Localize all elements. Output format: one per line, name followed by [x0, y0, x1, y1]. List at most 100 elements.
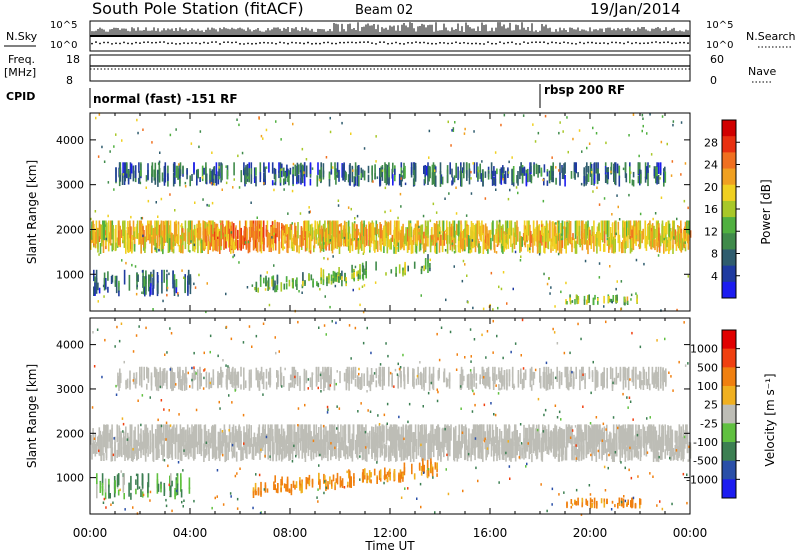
power-cell [414, 241, 417, 253]
velocity-cell [657, 434, 660, 445]
power-cell [647, 222, 650, 226]
velocity-cell [279, 366, 282, 378]
power-cell [144, 286, 146, 297]
power-cell [563, 226, 565, 229]
power-cell [318, 178, 321, 182]
velocity-cell [357, 376, 360, 390]
velocity-cell [501, 375, 504, 387]
power-cell [212, 236, 214, 249]
velocity-cell [111, 447, 114, 458]
power-cell [589, 229, 591, 246]
velocity-cell [390, 433, 393, 453]
nsearch-dot [127, 42, 129, 45]
velocity-cell [321, 439, 323, 454]
power-cell [484, 239, 487, 250]
velocity-cell [624, 447, 627, 458]
velocity-cell [538, 433, 541, 453]
power-cell [198, 145, 200, 149]
velocity-cell [182, 372, 184, 381]
velocity-cell [236, 430, 239, 443]
nsearch-dot [391, 42, 393, 45]
velocity-cell [363, 373, 365, 387]
power-cell [570, 171, 573, 179]
power-cell [657, 162, 660, 174]
power-cell [519, 238, 521, 253]
power-cell [668, 223, 671, 238]
nsearch-dot [199, 42, 201, 45]
power-cell [498, 219, 501, 223]
velocity-cell [289, 448, 291, 461]
power-cell [315, 236, 318, 244]
velocity-cell [611, 448, 614, 462]
power-cell [597, 301, 599, 305]
power-cell [644, 176, 647, 183]
velocity-cell [595, 439, 598, 452]
power-cell [374, 281, 377, 284]
power-cell [482, 233, 485, 254]
power-cell [473, 130, 475, 133]
velocity-cell [350, 367, 353, 379]
velocity-heatmap [90, 318, 692, 516]
power-cell [432, 202, 435, 206]
power-cell [451, 168, 453, 178]
velocity-cell [258, 424, 261, 446]
velocity-cell [400, 374, 402, 388]
velocity-cell [652, 424, 655, 448]
power-cell [372, 180, 374, 183]
power-cell [97, 155, 100, 158]
power-cell [565, 299, 567, 305]
power-cell [246, 163, 249, 176]
power-cell [126, 162, 128, 174]
power-cell [631, 229, 633, 238]
velocity-cell [289, 424, 291, 446]
velocity-cell [152, 446, 155, 462]
power-cell [537, 226, 539, 245]
power-cell [664, 166, 666, 174]
power-cell [349, 233, 351, 253]
power-colorbar-label: Power [dB] [759, 179, 773, 244]
velocity-cell [466, 445, 469, 462]
power-cell [357, 273, 360, 279]
velocity-cell [369, 433, 371, 449]
power-cell [108, 225, 110, 241]
velocity-cell [619, 368, 622, 382]
power-cell [593, 232, 595, 252]
velocity-cell [514, 424, 517, 441]
power-cell [375, 160, 377, 163]
power-cell [659, 162, 662, 174]
power-cell [588, 142, 591, 145]
power-cell [429, 236, 432, 253]
power-cell [614, 162, 616, 177]
velocity-cell [159, 367, 161, 379]
nsearch-dot [467, 42, 469, 45]
velocity-cell [600, 373, 603, 384]
power-cell [276, 221, 279, 238]
velocity-cell [573, 434, 575, 445]
power-cell [285, 224, 287, 237]
nsearch-dot [171, 42, 173, 44]
velocity-cell [258, 380, 261, 391]
power-cell [460, 224, 463, 240]
power-cell [379, 170, 382, 186]
power-cell [586, 162, 588, 173]
velocity-cell [594, 381, 597, 391]
power-cell [378, 228, 380, 238]
power-cell [102, 284, 105, 288]
power-cell [477, 171, 479, 180]
power-cell [628, 193, 630, 197]
velocity-cell [257, 487, 260, 494]
power-cell [500, 287, 503, 291]
power-cell [102, 233, 105, 253]
power-cell [452, 129, 455, 132]
power-cell [363, 229, 365, 244]
velocity-cell [146, 383, 148, 390]
power-cell [142, 269, 144, 282]
velocity-cell [407, 425, 409, 452]
power-cell [266, 220, 269, 237]
power-cell [424, 165, 426, 177]
velocity-cell [460, 369, 463, 378]
velocity-cell [511, 366, 514, 378]
power-cell [428, 165, 430, 182]
velocity-cell [219, 428, 222, 447]
velocity-cell [650, 424, 653, 450]
